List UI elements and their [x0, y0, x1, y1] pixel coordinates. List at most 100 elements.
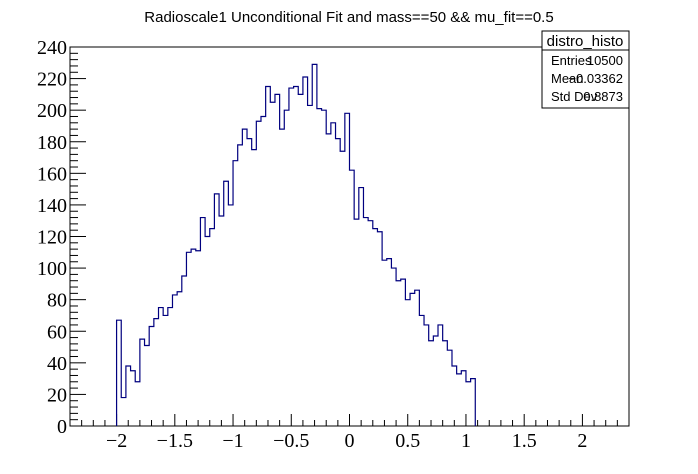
histogram-bin — [415, 290, 420, 426]
histogram-bin — [340, 151, 345, 426]
stats-value-entries: 10500 — [587, 53, 623, 68]
y-tick-label: 120 — [37, 227, 67, 249]
histogram-bin — [159, 308, 164, 426]
histogram-bin — [452, 366, 457, 426]
histogram-bin — [466, 382, 471, 426]
histogram-bin — [163, 315, 168, 426]
histogram-bin — [186, 252, 191, 426]
histogram-bin — [210, 229, 215, 426]
histogram-bin — [377, 232, 382, 426]
y-tick-label: 160 — [37, 163, 67, 185]
x-tick-labels: −2 −1.5 −1 −0.5 0 0.5 1 1.5 2 — [106, 430, 587, 452]
histogram-bin — [336, 139, 341, 426]
histogram-bin — [261, 116, 266, 426]
histogram-bin — [289, 88, 294, 426]
histogram-bin — [140, 339, 145, 426]
histogram-bin — [331, 123, 336, 426]
histogram-bin — [298, 94, 303, 426]
y-tick-label: 80 — [47, 290, 67, 312]
histogram-bin — [284, 110, 289, 426]
histogram-bin — [200, 218, 205, 426]
chart-title: Radioscale1 Unconditional Fit and mass==… — [144, 9, 553, 26]
histogram-series — [115, 63, 476, 427]
histogram-bin — [373, 229, 378, 426]
y-tick-label: 40 — [47, 353, 67, 375]
histogram-bin — [219, 216, 224, 426]
histogram-bin — [172, 295, 177, 426]
histogram-bin — [308, 105, 313, 426]
histogram-bin — [177, 292, 182, 426]
histogram-bin — [145, 345, 150, 426]
y-tick-label: 200 — [37, 100, 67, 122]
x-tick-label: −1 — [222, 430, 243, 452]
x-tick-label: −2 — [106, 430, 127, 452]
histogram-bin — [457, 374, 462, 426]
y-tick-label: 60 — [47, 321, 67, 343]
histogram-bin — [149, 327, 154, 426]
x-tick-label: 1 — [461, 430, 471, 452]
y-tick-label: 20 — [47, 384, 67, 406]
histogram-bin — [354, 219, 359, 426]
histogram-outline — [115, 63, 476, 426]
histogram-bin — [121, 398, 126, 426]
stats-label-mean: Mean — [551, 71, 584, 86]
stats-label-stddev: Std Dev — [551, 89, 598, 104]
histogram-bin — [345, 113, 350, 426]
histogram-bin — [247, 139, 252, 426]
histogram-bin — [270, 102, 275, 426]
x-tick-label: 2 — [577, 430, 587, 452]
tick-marks — [69, 46, 630, 427]
histogram-bin — [401, 279, 406, 426]
histogram-bin — [168, 308, 173, 426]
histogram-bin — [205, 237, 210, 427]
histogram-bin — [294, 86, 299, 426]
histogram-bin — [363, 218, 368, 426]
histogram-bin — [387, 259, 392, 426]
histogram-bin — [391, 268, 396, 426]
histogram-bin — [275, 94, 280, 426]
histogram-bin — [233, 161, 238, 426]
histogram-bin — [214, 194, 219, 426]
histogram-bin — [350, 170, 355, 426]
histogram-bin — [154, 319, 159, 426]
y-tick-labels: 0 20 40 60 80 100 120 140 160 180 200 220 240 — [37, 37, 67, 438]
stats-value-stddev: 0.8873 — [583, 89, 623, 104]
histogram-bin — [191, 249, 196, 426]
histogram-bin — [405, 300, 410, 426]
histogram-bin — [433, 336, 438, 426]
histogram-bin — [317, 109, 322, 426]
histogram-bin — [461, 371, 466, 426]
y-tick-label: 240 — [37, 37, 67, 59]
histogram-bin — [135, 382, 140, 426]
histogram-bin — [228, 205, 233, 426]
histogram-bin — [256, 121, 261, 426]
histogram-bin — [438, 325, 443, 426]
histogram-bin — [238, 145, 243, 426]
histogram-bin — [126, 366, 131, 426]
histogram-bin — [303, 77, 308, 426]
y-tick-label: 0 — [57, 416, 67, 438]
histogram-bin — [312, 64, 317, 426]
histogram-bin — [182, 276, 187, 426]
histogram-bin — [252, 150, 257, 426]
y-tick-label: 100 — [37, 258, 67, 280]
histogram-bin — [359, 188, 364, 426]
histogram-bin — [322, 110, 327, 426]
y-tick-label: 220 — [37, 69, 67, 91]
histogram-bin — [117, 320, 122, 426]
histogram-bin — [196, 251, 201, 426]
stats-label-entries: Entries — [551, 53, 592, 68]
histogram-bin — [280, 129, 285, 426]
histogram-bin — [266, 86, 271, 426]
histogram-bin — [471, 379, 476, 426]
histogram-bin — [429, 341, 434, 426]
histogram-bin — [443, 341, 448, 426]
stats-value-mean: −0.03362 — [568, 71, 623, 86]
histogram-bin — [396, 281, 401, 426]
histogram-bin — [419, 315, 424, 426]
stats-box: distro_histo Entries 10500 Mean −0.03362… — [541, 30, 630, 109]
histogram-bin — [424, 325, 429, 426]
x-tick-label: −0.5 — [273, 430, 309, 452]
histogram-bin — [131, 371, 136, 426]
